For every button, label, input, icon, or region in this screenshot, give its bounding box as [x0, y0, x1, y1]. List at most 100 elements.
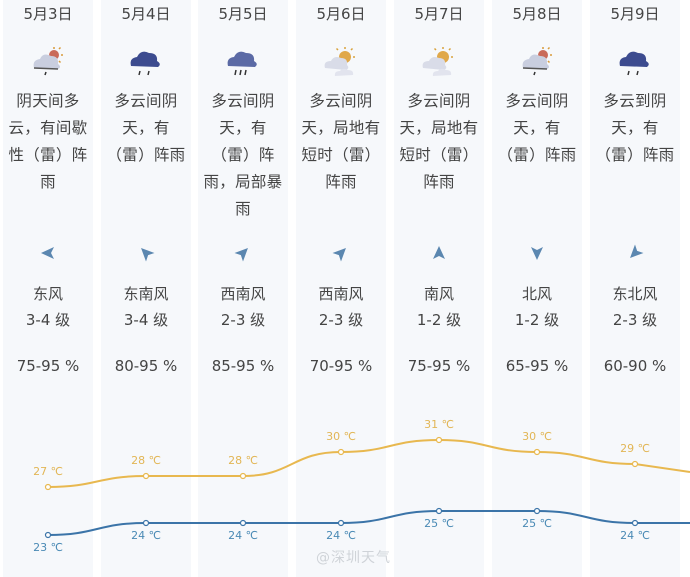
low-temp-label: 23 ℃ — [33, 541, 63, 554]
low-temp-label: 25 ℃ — [424, 517, 454, 530]
low-temp-point — [142, 519, 150, 527]
wind-level: 1-2 级 — [514, 311, 560, 329]
low-temp-label: 24 ℃ — [228, 529, 258, 542]
wind-direction: 西南风 — [318, 285, 364, 303]
partly-cloudy-sun-icon — [419, 46, 459, 80]
low-temp-point — [239, 519, 247, 527]
description-line: （雷）阵雨 — [106, 146, 186, 164]
high-temp-point — [239, 472, 247, 480]
description-line: （雷）阵雨 — [595, 146, 675, 164]
weather-description: 多云间阴天，有 （雷）阵雨 — [492, 88, 582, 169]
description-line: 天，局地有 — [301, 119, 381, 137]
low-temp-point — [631, 519, 639, 527]
description-line: 多云间阴 — [407, 92, 471, 110]
description-line: 天，有 — [611, 119, 659, 137]
day-column: 5月7日 多云间阴天，局地有短时（雷） 阵雨 南风 1-2 级 75-95 % — [394, 0, 484, 577]
description-line: 多云间阴 — [505, 92, 569, 110]
day-column: 5月8日 多云间阴天，有 （雷）阵雨 北风 1-2 级 65-95 % — [492, 0, 582, 577]
description-line: 天，有 — [219, 119, 267, 137]
high-temp-label: 30 ℃ — [326, 430, 356, 443]
day-date: 5月9日 — [610, 5, 660, 23]
description-line: 云，有间歇 — [8, 119, 88, 137]
high-temp-label: 27 ℃ — [33, 465, 63, 478]
description-line: 性（雷）阵 — [8, 146, 88, 164]
description-line: 天，有 — [513, 119, 561, 137]
wind-level: 2-3 级 — [612, 311, 658, 329]
wind-arrow-north-icon — [528, 244, 546, 262]
description-line: 多云间阴 — [211, 92, 275, 110]
wind-arrow-east-icon — [39, 244, 57, 262]
humidity: 75-95 % — [407, 357, 471, 375]
weather-description: 多云间阴 天，局地有 短时（雷） 阵雨 — [296, 88, 386, 196]
high-temp-label: 28 ℃ — [228, 454, 258, 467]
day-date: 5月5日 — [218, 5, 268, 23]
high-temp-label: 29 ℃ — [620, 442, 650, 455]
description-line: 雨，局部暴 — [203, 173, 283, 191]
wind-level: 1-2 级 — [416, 311, 462, 329]
weather-description: 多云间阴天，有 （雷）阵雨，局部暴雨 — [198, 88, 288, 223]
description-line: 多云到阴 — [603, 92, 667, 110]
low-temp-point — [533, 507, 541, 515]
weather-description: 多云间阴天，有 （雷）阵雨 — [101, 88, 191, 169]
day-column: 5月9日 多云到阴 天，有 （雷）阵雨 东北风 2-3 级 60-90 % — [590, 0, 680, 577]
weather-description: 阴天间多 云，有间歇 性（雷）阵雨 — [3, 88, 93, 196]
low-temp-label: 25 ℃ — [522, 517, 552, 530]
day-date: 5月3日 — [23, 5, 73, 23]
weather-description: 多云间阴天，局地有短时（雷） 阵雨 — [394, 88, 484, 196]
description-line: 雨 — [40, 173, 56, 191]
wind-direction: 南风 — [423, 285, 454, 303]
wind-direction: 西南风 — [220, 285, 266, 303]
wind-direction: 东南风 — [123, 285, 169, 303]
wind-direction: 北风 — [521, 285, 552, 303]
wind-direction: 东北风 — [612, 285, 658, 303]
high-temp-point — [533, 448, 541, 456]
day-column: 5月3日 阴天间多 云，有间歇 性（雷）阵雨 东风 3-4 级 75-95 % — [3, 0, 93, 577]
day-date: 5月4日 — [121, 5, 171, 23]
day-column: 5月5日 多云间阴天，有 （雷）阵雨，局部暴雨 西南风 2-3 级 85-95 % — [198, 0, 288, 577]
wind-level: 3-4 级 — [123, 311, 169, 329]
low-temp-label: 24 ℃ — [326, 529, 356, 542]
wind-arrow-southwest-icon — [332, 244, 350, 262]
wind-level: 2-3 级 — [220, 311, 266, 329]
description-line: （雷）阵 — [211, 146, 275, 164]
humidity: 80-95 % — [114, 357, 178, 375]
wind-arrow-northeast-icon — [626, 244, 644, 262]
humidity: 85-95 % — [211, 357, 275, 375]
high-temp-point — [44, 483, 52, 491]
low-temp-label: 24 ℃ — [131, 529, 161, 542]
day-date: 5月6日 — [316, 5, 366, 23]
day-date: 5月7日 — [414, 5, 464, 23]
description-line: 短时（雷） — [301, 146, 381, 164]
humidity: 65-95 % — [505, 357, 569, 375]
description-line: 多云间阴 — [309, 92, 373, 110]
wind-direction: 东风 — [32, 285, 63, 303]
low-temp-point — [44, 531, 52, 539]
high-temp-point — [337, 448, 345, 456]
description-line: 天，有 — [122, 119, 170, 137]
high-temp-label: 30 ℃ — [522, 430, 552, 443]
high-temp-label: 28 ℃ — [131, 454, 161, 467]
high-temp-point — [435, 436, 443, 444]
wind-arrow-southwest-icon — [234, 244, 252, 262]
high-temp-point — [142, 472, 150, 480]
description-line: 天，局地有 — [399, 119, 479, 137]
dark-cloud-shower-icon — [126, 46, 166, 80]
day-date: 5月8日 — [512, 5, 562, 23]
day-column: 5月4日 多云间阴天，有 （雷）阵雨 东南风 3-4 级 80-95 % — [101, 0, 191, 577]
overcast-sun-thundershower-icon — [28, 46, 68, 80]
description-line: 雨 — [235, 200, 251, 218]
description-line: 多云间阴 — [114, 92, 178, 110]
wind-level: 2-3 级 — [318, 311, 364, 329]
low-temp-label: 24 ℃ — [620, 529, 650, 542]
weather-description: 多云到阴天，有 （雷）阵雨 — [590, 88, 680, 169]
description-line: 阵雨 — [423, 173, 455, 191]
watermark: @深圳天气 — [316, 550, 391, 566]
description-line: （雷）阵雨 — [497, 146, 577, 164]
wind-level: 3-4 级 — [25, 311, 71, 329]
high-temp-point — [631, 460, 639, 468]
high-temp-label: 31 ℃ — [424, 418, 454, 431]
description-line: 短时（雷） — [399, 146, 479, 164]
cloud-heavy-rain-icon — [223, 46, 263, 80]
